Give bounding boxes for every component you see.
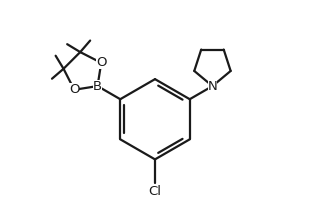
- Text: O: O: [69, 83, 79, 96]
- Text: N: N: [208, 80, 217, 93]
- Text: B: B: [93, 80, 102, 93]
- Text: Cl: Cl: [148, 185, 162, 198]
- Text: O: O: [96, 56, 106, 69]
